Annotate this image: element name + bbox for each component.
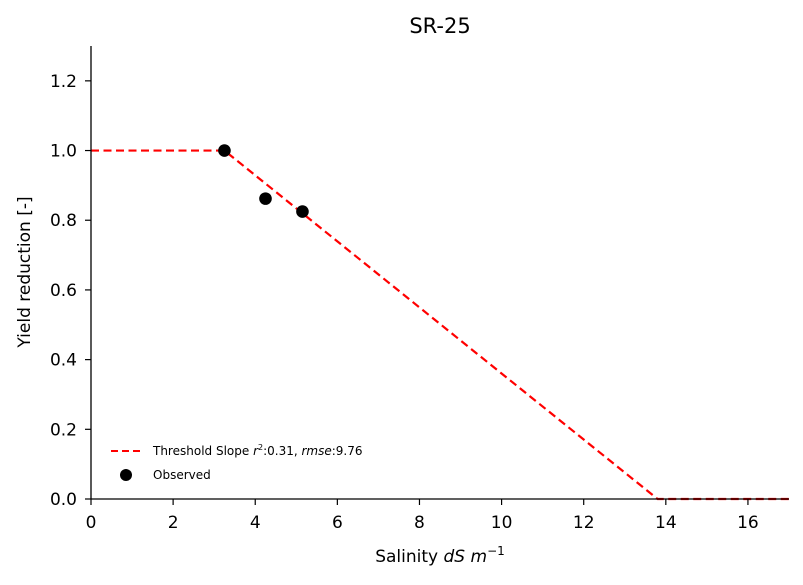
y-tick-label: 0.2 (50, 420, 77, 440)
legend-r2-sup: 2 (258, 443, 263, 452)
observed-point (218, 144, 231, 157)
legend-rmse-symbol: rmse (301, 444, 331, 458)
ticks: 0 2 4 6 8 10 12 14 16 0.0 0.2 0.4 0.6 0.8 1.0 1.2 (50, 72, 759, 533)
x-axis-title: Salinity dS m−1 (375, 544, 505, 567)
x-tick-label: 16 (737, 513, 759, 533)
y-tick-label: 1.2 (50, 72, 77, 92)
y-tick-label: 0.8 (50, 211, 77, 231)
chart-title: SR-25 (409, 14, 470, 38)
x-tick-label: 10 (491, 513, 513, 533)
y-axis-title: Yield reduction [-] (15, 196, 35, 348)
legend-threshold-name: Threshold Slope (152, 444, 253, 458)
observed-point (259, 192, 272, 205)
x-tick-label: 14 (655, 513, 677, 533)
legend-r2-value: :0.31, (263, 444, 301, 458)
y-tick-label: 0.4 (50, 351, 77, 371)
x-tick-label: 2 (168, 513, 179, 533)
legend-label-threshold: Threshold Slope r2:0.31, rmse:9.76 (152, 443, 363, 458)
y-tick-label: 1.0 (50, 142, 77, 162)
y-tick-label: 0.0 (50, 490, 77, 510)
legend-r2-symbol: r (253, 444, 259, 458)
legend: Threshold Slope r2:0.31, rmse:9.76 Obser… (111, 443, 363, 482)
x-axis-title-prefix: Salinity (375, 547, 443, 567)
x-tick-label: 6 (332, 513, 343, 533)
axes (90, 46, 789, 500)
x-tick-label: 0 (86, 513, 97, 533)
legend-marker-observed (120, 469, 132, 481)
observed-point (296, 205, 309, 218)
y-tick-label: 0.6 (50, 281, 77, 301)
x-tick-label: 12 (573, 513, 595, 533)
x-axis-title-sup: −1 (487, 544, 505, 558)
x-tick-label: 4 (250, 513, 261, 533)
x-tick-label: 8 (414, 513, 425, 533)
legend-rmse-value: :9.76 (332, 444, 363, 458)
legend-label-observed: Observed (153, 468, 211, 482)
x-axis-title-italic: dS m (444, 547, 488, 567)
